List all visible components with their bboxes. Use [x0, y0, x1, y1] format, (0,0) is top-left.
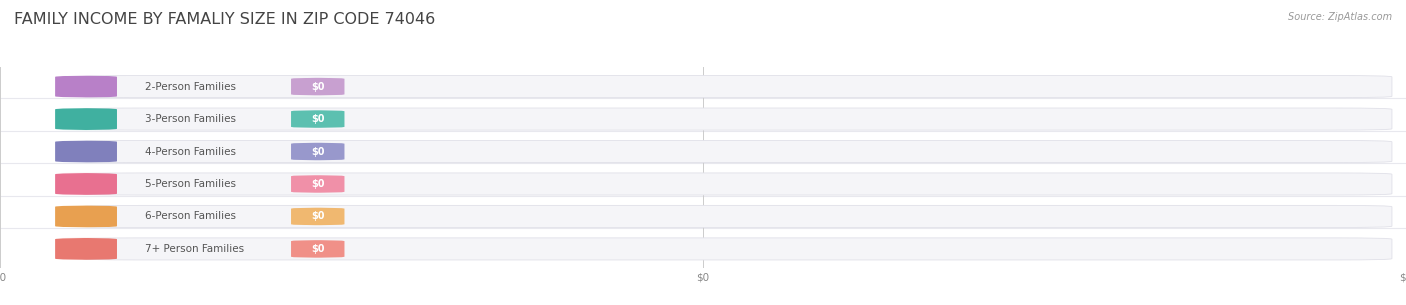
FancyBboxPatch shape: [83, 108, 1392, 130]
Text: FAMILY INCOME BY FAMALIY SIZE IN ZIP CODE 74046: FAMILY INCOME BY FAMALIY SIZE IN ZIP COD…: [14, 12, 436, 27]
Text: $0: $0: [311, 114, 325, 124]
FancyBboxPatch shape: [291, 175, 344, 193]
Text: Source: ZipAtlas.com: Source: ZipAtlas.com: [1288, 12, 1392, 22]
Text: 5-Person Families: 5-Person Families: [145, 179, 236, 189]
FancyBboxPatch shape: [55, 205, 117, 228]
FancyBboxPatch shape: [83, 238, 1392, 260]
Text: $0: $0: [311, 146, 325, 156]
FancyBboxPatch shape: [83, 205, 1392, 228]
Text: 3-Person Families: 3-Person Families: [145, 114, 236, 124]
FancyBboxPatch shape: [55, 238, 117, 260]
Text: $0: $0: [311, 211, 325, 221]
FancyBboxPatch shape: [55, 76, 117, 98]
FancyBboxPatch shape: [291, 78, 344, 95]
Text: 4-Person Families: 4-Person Families: [145, 146, 236, 156]
FancyBboxPatch shape: [291, 143, 344, 160]
Text: 6-Person Families: 6-Person Families: [145, 211, 236, 221]
FancyBboxPatch shape: [83, 76, 1392, 98]
Text: $0: $0: [311, 179, 325, 189]
FancyBboxPatch shape: [83, 141, 1392, 163]
Text: $0: $0: [311, 244, 325, 254]
FancyBboxPatch shape: [55, 173, 117, 195]
FancyBboxPatch shape: [291, 208, 344, 225]
FancyBboxPatch shape: [83, 173, 1392, 195]
Text: $0: $0: [311, 81, 325, 92]
Text: 2-Person Families: 2-Person Families: [145, 81, 236, 92]
FancyBboxPatch shape: [291, 240, 344, 258]
Text: 7+ Person Families: 7+ Person Families: [145, 244, 245, 254]
FancyBboxPatch shape: [55, 108, 117, 130]
FancyBboxPatch shape: [291, 110, 344, 128]
FancyBboxPatch shape: [55, 141, 117, 163]
